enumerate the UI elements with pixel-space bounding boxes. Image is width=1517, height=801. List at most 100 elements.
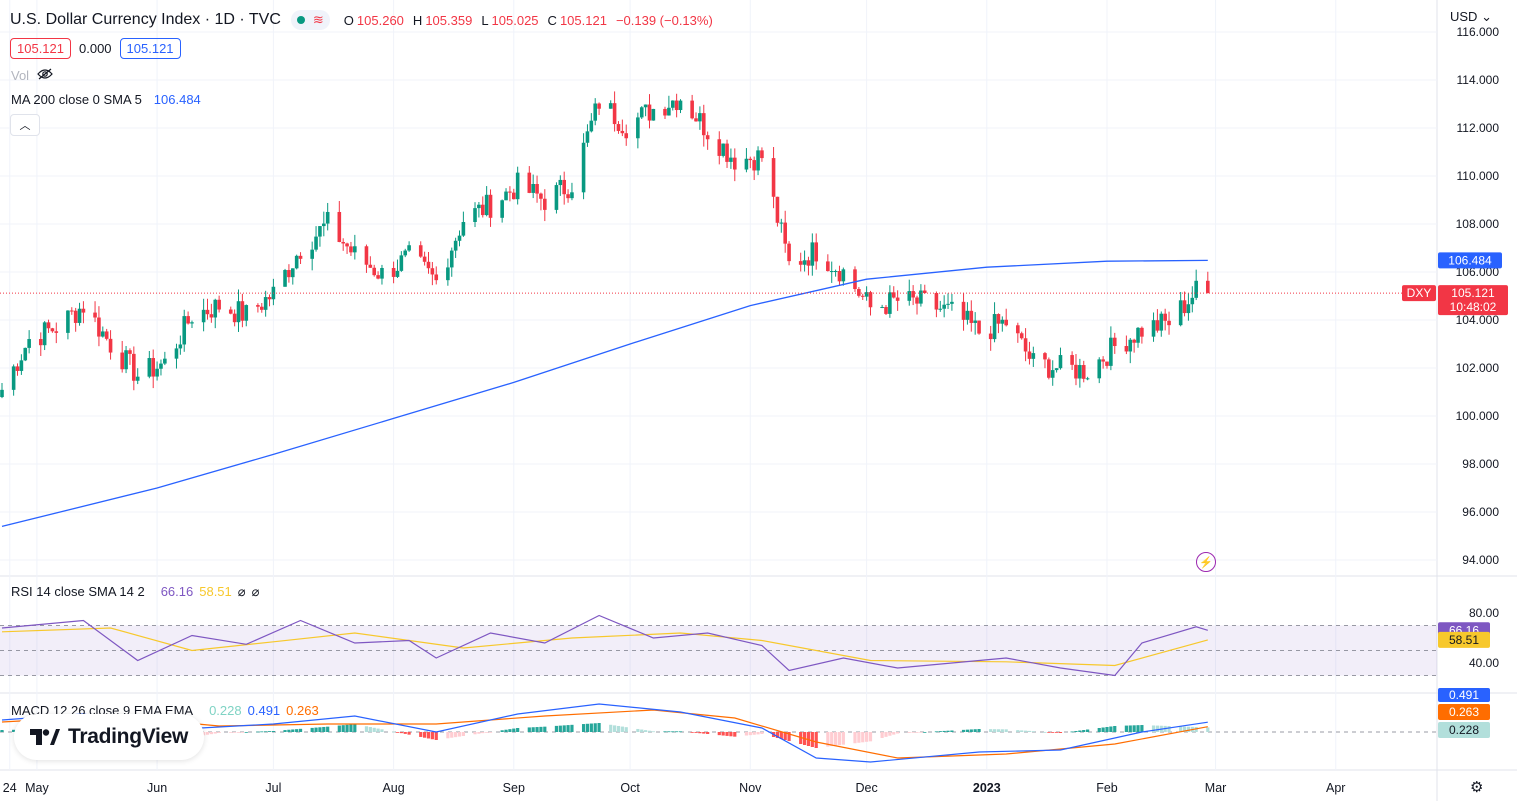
candle-body [977, 320, 981, 334]
macd-histogram-bar [911, 732, 915, 733]
candle-body [209, 314, 214, 318]
macd-histogram-bar [1167, 726, 1171, 732]
candle-body [294, 255, 299, 269]
candle-body [775, 196, 780, 223]
candle-body [163, 358, 167, 364]
candle-body [298, 255, 303, 259]
macd-histogram-bar [1047, 732, 1051, 733]
candle-body [907, 291, 912, 301]
price-tick-label: 96.000 [1462, 505, 1499, 519]
candle-body [566, 194, 570, 199]
macd-histogram-bar [996, 729, 1001, 732]
rsi-label: RSI 14 close SMA 14 2 [11, 584, 145, 599]
settings-gear-icon[interactable]: ⚙ [1470, 779, 1484, 796]
macd-histogram-bar [531, 727, 535, 732]
buy-button[interactable]: 105.121 [119, 38, 181, 59]
macd-histogram-bar [706, 732, 710, 734]
macd-histogram-bar [1004, 729, 1008, 732]
macd-histogram-bar [868, 732, 873, 742]
ma-price-tag: 106.484 [1448, 253, 1492, 267]
macd-histogram-bar [729, 732, 733, 737]
candle-body [101, 331, 105, 337]
macd-histogram-bar [473, 732, 477, 735]
candle-body [174, 348, 179, 359]
macd-histogram-bar [419, 732, 423, 737]
collapse-legend-button[interactable]: ︿ [10, 114, 40, 136]
ma-price-tag-bg [1438, 252, 1502, 269]
macd-histogram-bar [454, 732, 458, 738]
macd-histogram-bar [380, 729, 384, 732]
macd-histogram-bar [1023, 730, 1028, 732]
macd-histogram-bar [833, 732, 838, 746]
candle-body [322, 223, 326, 227]
price-tick-label: 104.000 [1456, 313, 1500, 327]
rsi-legend[interactable]: RSI 14 close SMA 14 2 66.16 58.51 ⌀ ⌀ [11, 584, 259, 600]
time-axis-label: 24 [3, 781, 17, 795]
candle-body [27, 339, 31, 348]
symbol-title[interactable]: U.S. Dollar Currency Index · 1D · TVC [10, 11, 281, 28]
macd-histogram-bar [973, 729, 977, 732]
macd-histogram-bar [213, 732, 217, 734]
candle-body [108, 338, 113, 353]
macd-histogram-bar [236, 732, 241, 733]
macd-histogram-bar [589, 723, 593, 732]
candle-body [946, 303, 950, 305]
candle-body [922, 290, 927, 294]
eye-off-icon[interactable] [37, 68, 53, 83]
candle-body [353, 246, 357, 253]
tradingview-logo[interactable]: TradingView [14, 714, 204, 760]
macd-histogram-bar [698, 732, 702, 734]
candle-body [554, 185, 559, 210]
candle-body [1054, 368, 1059, 371]
candle-body [721, 143, 725, 156]
macd-histogram-bar [298, 728, 303, 732]
macd-histogram-bar [992, 729, 997, 732]
macd-histogram-bar [934, 731, 939, 733]
macd-histogram-bar [581, 724, 586, 732]
candle-body [124, 350, 128, 370]
macd-histogram-bar [783, 732, 787, 740]
candle-body [581, 142, 586, 193]
macd-histogram [0, 723, 1210, 748]
macd-histogram-bar [1194, 727, 1198, 732]
candle-body [267, 297, 272, 300]
candle-body [888, 292, 892, 314]
currency-selector[interactable]: USD ⌄ [1450, 9, 1492, 25]
low-key: L [481, 12, 489, 28]
candle-body [663, 108, 667, 116]
macd-histogram-bar [667, 731, 671, 733]
price-tick-label: 116.000 [1457, 25, 1500, 39]
macd-histogram-bar [1016, 730, 1020, 732]
candle-body [147, 358, 152, 377]
candle-body [1043, 353, 1047, 360]
price-tick-label: 106.000 [1456, 265, 1500, 279]
rsi-sma-value-tag: 58.51 [1449, 633, 1479, 647]
candle-body [368, 264, 373, 268]
change-value: −0.139 (−0.13%) [615, 12, 713, 28]
macd-histogram-bar [267, 731, 272, 732]
sell-button[interactable]: 105.121 [10, 38, 71, 59]
macd-histogram-bar [888, 732, 892, 736]
candle-body [1186, 304, 1191, 314]
lightning-icon[interactable]: ⚡ [1196, 552, 1216, 572]
macd-histogram-bar [1097, 728, 1101, 732]
macd-histogram-bar [1031, 731, 1035, 732]
macd-histogram-bar [391, 731, 396, 733]
macd-histogram-bar [1101, 727, 1105, 732]
ma-legend[interactable]: MA 200 close 0 SMA 5 106.484 [11, 92, 201, 107]
time-axis-label: May [25, 781, 49, 795]
macd-histogram-bar [318, 727, 322, 732]
volume-legend[interactable]: Vol [11, 68, 53, 83]
candle-body [38, 339, 43, 346]
ma-label: MA 200 close 0 SMA 5 [11, 92, 142, 107]
macd-histogram-bar [969, 729, 973, 732]
macd-histogram-bar [353, 724, 357, 732]
macd-histogram-bar [1058, 732, 1063, 733]
macd-histogram-bar [345, 724, 349, 732]
candle-body [1081, 365, 1086, 379]
market-status-pill[interactable]: ≋ [290, 10, 330, 30]
macd-histogram-bar [725, 732, 729, 736]
chevron-down-icon: ⌄ [1481, 9, 1492, 24]
time-axis-label: Nov [739, 781, 762, 795]
